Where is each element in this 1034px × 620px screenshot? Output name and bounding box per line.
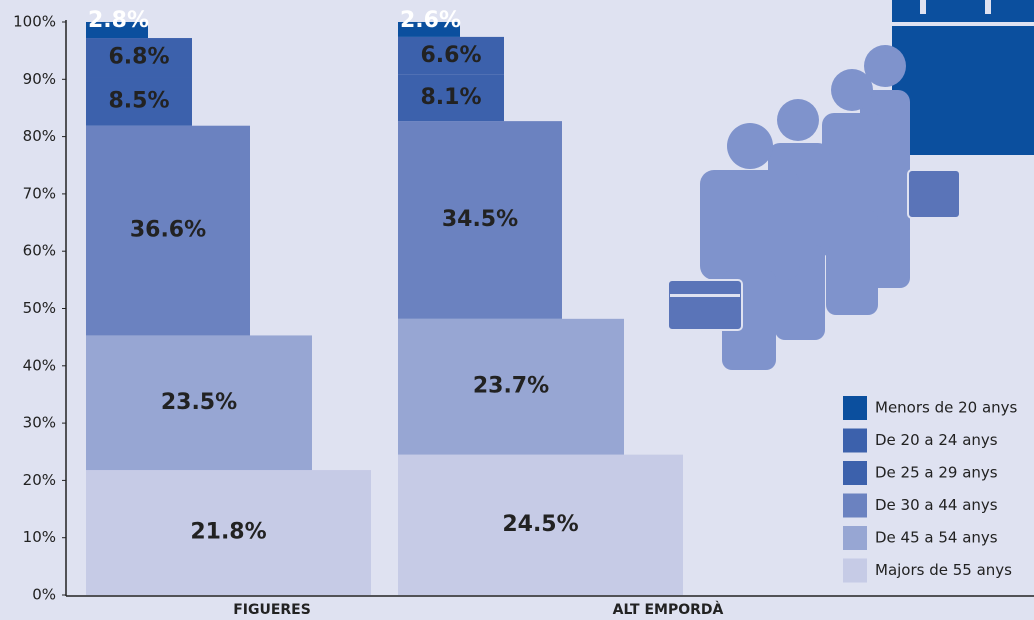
legend-swatch	[843, 559, 867, 583]
value-label: 36.6%	[130, 218, 206, 243]
value-label: 6.6%	[420, 43, 481, 68]
legend-swatch	[843, 429, 867, 453]
y-tick-label: 50%	[23, 299, 56, 317]
legend-label: Majors de 55 anys	[875, 561, 1012, 579]
value-label: 2.8%	[88, 8, 149, 33]
value-label: 21.8%	[190, 520, 266, 545]
y-tick-label: 90%	[23, 70, 56, 88]
legend-swatch	[843, 494, 867, 518]
legend-label: Menors de 20 anys	[875, 399, 1018, 417]
legend-swatch	[843, 396, 867, 420]
legend-swatch	[843, 526, 867, 550]
x-tick-label: FIGUERES	[233, 602, 311, 618]
y-tick-label: 40%	[23, 356, 56, 374]
y-tick-label: 20%	[23, 471, 56, 489]
y-tick-label: 60%	[23, 242, 56, 260]
value-label: 24.5%	[502, 512, 578, 537]
value-label: 8.5%	[108, 88, 169, 113]
chart: 0% 10% 20% 30% 40% 50% 60% 70% 80% 90% 100% FIGUERE…	[0, 0, 1034, 620]
legend-label: De 25 a 29 anys	[875, 464, 998, 482]
y-tick-label: 0%	[32, 586, 56, 604]
value-label: 23.7%	[473, 374, 549, 399]
y-tick-label: 100%	[13, 13, 56, 31]
value-label: 23.5%	[161, 390, 237, 415]
x-tick-label: ALT EMPORDÀ	[613, 601, 724, 618]
value-label: 34.5%	[442, 207, 518, 232]
legend-swatch	[843, 461, 867, 485]
y-tick-label: 80%	[23, 127, 56, 145]
legend-label: De 20 a 24 anys	[875, 431, 998, 449]
y-tick-label: 70%	[23, 184, 56, 202]
value-label: 8.1%	[420, 85, 481, 110]
value-label: 2.6%	[400, 8, 461, 33]
legend-label: De 30 a 44 anys	[875, 496, 998, 514]
y-tick-label: 30%	[23, 414, 56, 432]
legend-label: De 45 a 54 anys	[875, 529, 998, 547]
y-tick-label: 10%	[23, 528, 56, 546]
value-label: 6.8%	[108, 45, 169, 70]
